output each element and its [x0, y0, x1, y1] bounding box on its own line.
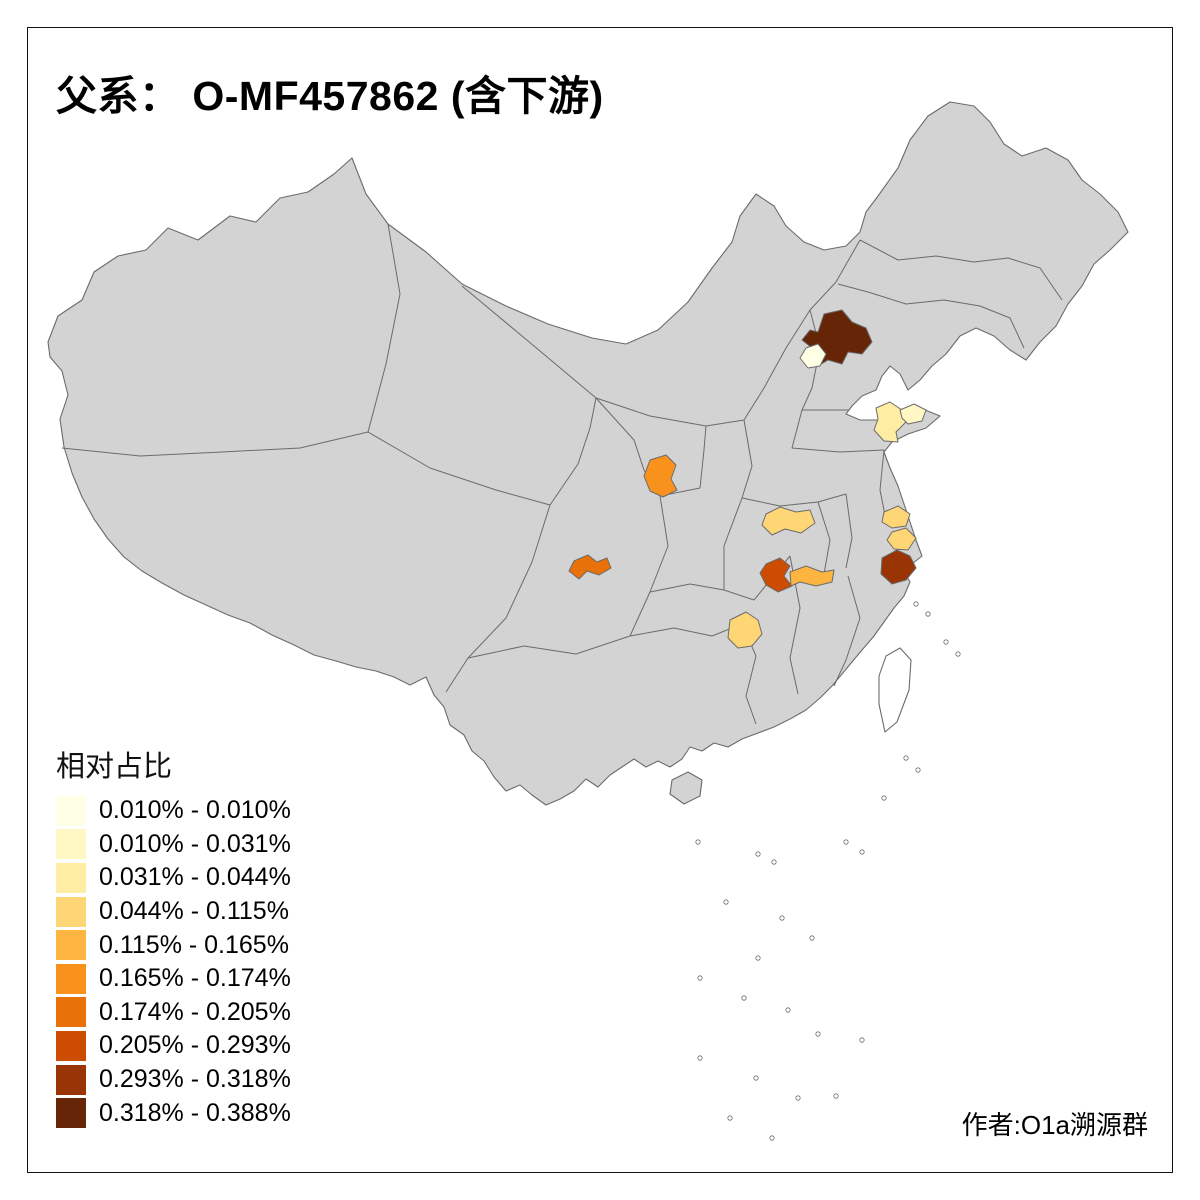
legend-label: 0.031% - 0.044% — [99, 863, 291, 892]
legend-label: 0.205% - 0.293% — [99, 1031, 291, 1060]
legend: 相对占比 0.010% - 0.010% 0.010% - 0.031% 0.0… — [56, 750, 291, 1130]
hainan-island — [669, 771, 703, 805]
legend-row: 0.205% - 0.293% — [56, 1029, 291, 1063]
legend-row: 0.044% - 0.115% — [56, 895, 291, 929]
figure-title: 父系： O-MF457862 (含下游) — [56, 73, 604, 119]
legend-label: 0.318% - 0.388% — [99, 1098, 291, 1127]
legend-row: 0.010% - 0.010% — [56, 794, 291, 828]
highlighted-region — [789, 565, 835, 587]
legend-row: 0.115% - 0.165% — [56, 928, 291, 962]
legend-row: 0.165% - 0.174% — [56, 962, 291, 996]
highlighted-regions — [568, 309, 927, 649]
legend-label: 0.174% - 0.205% — [99, 997, 291, 1026]
mainland-china-shape — [47, 101, 1129, 806]
highlighted-region — [881, 505, 911, 529]
legend-swatch — [56, 795, 86, 826]
legend-row: 0.031% - 0.044% — [56, 861, 291, 895]
highlighted-region — [799, 343, 827, 369]
legend-row: 0.010% - 0.031% — [56, 828, 291, 862]
highlighted-region — [643, 454, 678, 498]
attribution: 作者:O1a溯源群 — [961, 1110, 1148, 1140]
legend-title: 相对占比 — [56, 751, 173, 783]
legend-items: 0.010% - 0.010% 0.010% - 0.031% 0.031% -… — [56, 794, 291, 1130]
highlighted-region — [880, 549, 917, 585]
legend-label: 0.010% - 0.010% — [99, 796, 291, 825]
highlighted-region — [886, 527, 917, 551]
legend-label: 0.010% - 0.031% — [99, 829, 291, 858]
small-islands — [695, 601, 961, 1141]
legend-label: 0.165% - 0.174% — [99, 964, 291, 993]
legend-swatch — [56, 997, 86, 1028]
legend-swatch — [56, 1064, 86, 1095]
highlighted-region — [899, 403, 927, 425]
legend-label: 0.044% - 0.115% — [99, 897, 289, 926]
legend-swatch — [56, 1098, 86, 1129]
legend-swatch — [56, 930, 86, 961]
highlighted-region — [761, 506, 816, 536]
legend-swatch — [56, 896, 86, 927]
highlighted-region — [727, 611, 763, 649]
legend-swatch — [56, 829, 86, 860]
legend-swatch — [56, 963, 86, 994]
legend-swatch — [56, 862, 86, 893]
legend-swatch — [56, 1030, 86, 1061]
highlighted-region — [568, 554, 612, 580]
taiwan-island — [878, 647, 912, 733]
legend-row: 0.293% - 0.318% — [56, 1063, 291, 1097]
highlighted-region — [873, 401, 907, 443]
legend-label: 0.293% - 0.318% — [99, 1065, 291, 1094]
legend-label: 0.115% - 0.165% — [99, 930, 289, 959]
legend-row: 0.318% - 0.388% — [56, 1096, 291, 1130]
legend-row: 0.174% - 0.205% — [56, 996, 291, 1030]
